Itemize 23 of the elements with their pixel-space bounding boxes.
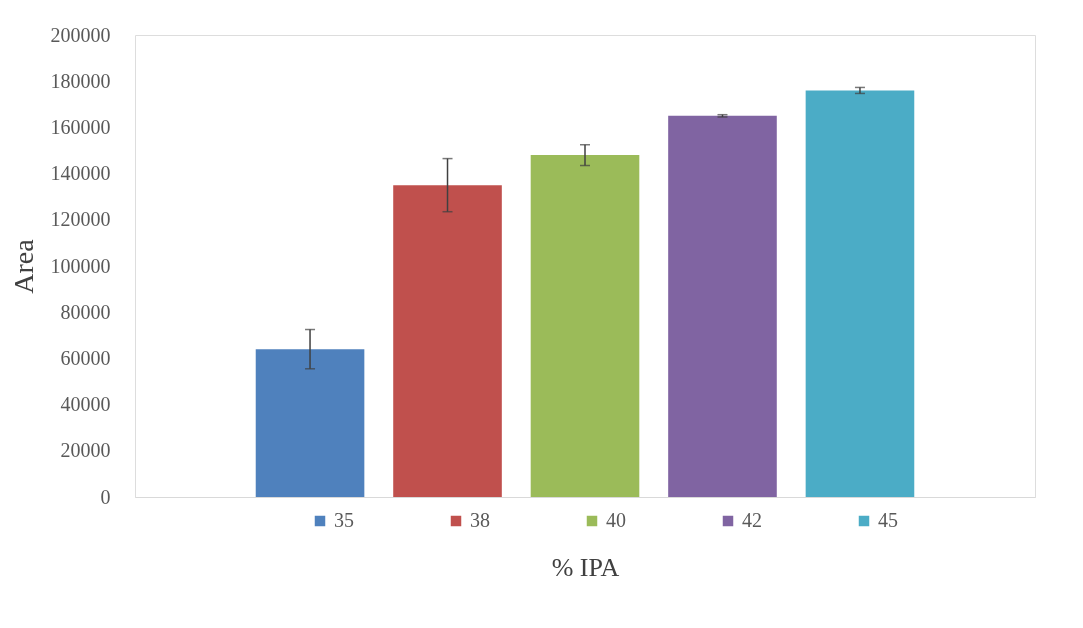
bar [255,349,365,497]
y-tick-label: 180000 [50,69,111,92]
y-tick-label: 40000 [60,393,111,416]
bar [393,185,502,497]
y-tick-label: 160000 [50,115,111,138]
y-tick-label: 20000 [60,439,111,462]
bar [530,155,640,497]
bar [668,115,777,497]
y-tick-label: 140000 [50,162,111,185]
legend-label: 35 [334,509,354,531]
bar [805,90,915,497]
y-tick-label: 100000 [50,254,111,277]
x-axis-title: % IPA [551,552,620,582]
y-tick-label: 80000 [60,300,111,323]
y-tick-label: 200000 [50,23,111,46]
legend-label: 40 [606,509,626,531]
legend-label: 38 [470,509,490,531]
legend-label: 45 [878,509,898,531]
y-tick-label: 120000 [50,208,111,231]
legend-label: 42 [742,509,762,531]
y-tick-label: 60000 [60,346,111,369]
y-axis-title: Area [7,238,39,294]
y-tick-label: 0 [100,485,111,508]
